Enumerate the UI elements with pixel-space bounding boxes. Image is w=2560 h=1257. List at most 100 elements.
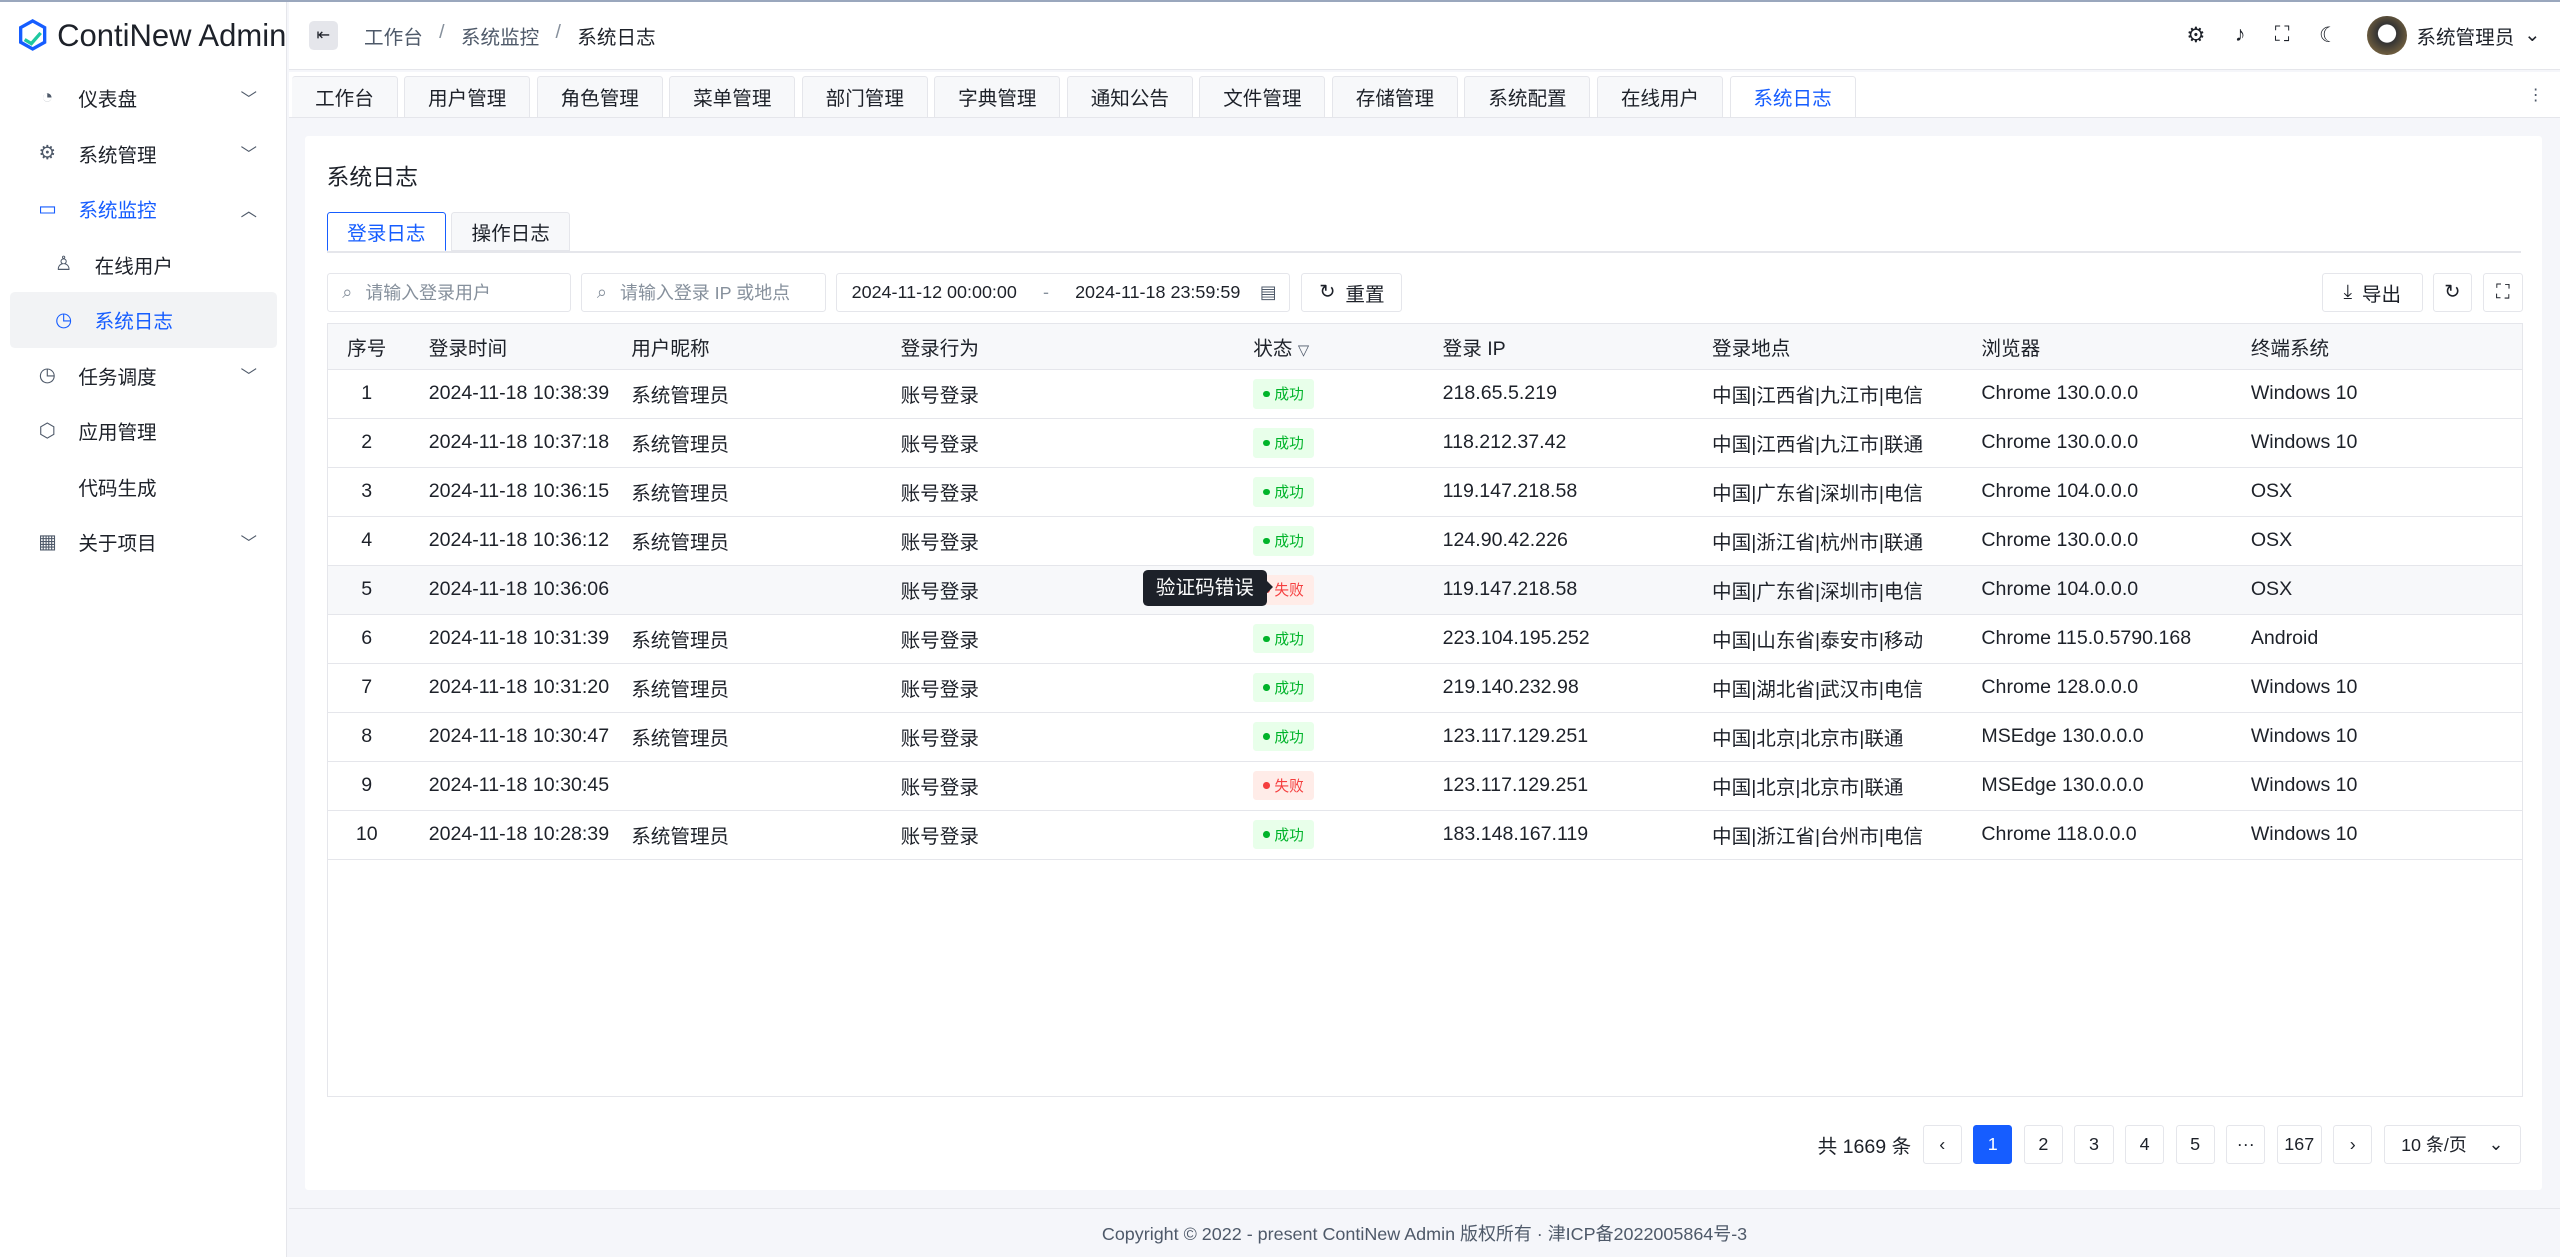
start-date[interactable]: 2024-11-12 00:00:00 [851, 281, 1017, 302]
table-cell: Chrome 130.0.0.0 [1981, 382, 2139, 405]
table-row[interactable]: 7 2024-11-18 10:31:20 系统管理员 账号登录 成功 219.140.2… [327, 664, 2522, 713]
table-row[interactable]: 2 2024-11-18 10:37:18 系统管理员 账号登录 成功 118.212.3… [327, 419, 2522, 468]
table-cell: 1 [361, 382, 373, 405]
page-button[interactable]: 167 [2276, 1124, 2322, 1165]
page-tab[interactable]: 角色管理 [536, 75, 663, 117]
collapse-menu-button[interactable]: ⇤ [308, 20, 338, 51]
table-row[interactable]: 5 2024-11-18 10:36:06 账号登录 失败 119.147.218.58… [327, 565, 2522, 615]
reset-button[interactable]: ↻ 重置 [1301, 272, 1403, 312]
breadcrumb-item[interactable]: 系统监控 [460, 26, 540, 49]
sidebar-item[interactable]: ◷ 任务调度 ﹀ [10, 348, 277, 404]
clock-icon: ◷ [38, 364, 56, 387]
table-cell: 中国|湖北省|武汉市|电信 [1712, 679, 1924, 702]
table-cell: Windows 10 [2250, 774, 2358, 797]
sidebar-item[interactable]: ♙ 在线用户 [10, 237, 277, 293]
table-cell: 中国|江西省|九江市|联通 [1712, 434, 1924, 457]
table-cell: OSX [2250, 480, 2293, 503]
page-tab[interactable]: 部门管理 [801, 75, 928, 117]
sidebar-item-label: 任务调度 [78, 366, 157, 389]
next-page-button[interactable]: › [2333, 1124, 2373, 1165]
chevron-down-icon: ⌄ [2488, 1133, 2504, 1154]
sidebar-item[interactable]: ◷ 系统日志 [9, 292, 277, 348]
page-tab[interactable]: 菜单管理 [669, 75, 796, 117]
logo[interactable]: ContiNew Admin [0, 2, 286, 71]
sidebar-item[interactable]: ◔ 仪表盘 ﹀ [10, 70, 277, 126]
status-text: 成功 [1274, 632, 1304, 649]
export-button[interactable]: ⤓ 导出 [2321, 272, 2423, 312]
table-cell: 7 [361, 676, 373, 699]
refresh-button[interactable]: ↻ [2432, 272, 2472, 312]
table-cell: 账号登录 [900, 581, 979, 604]
page-size-select[interactable]: 10 条/页 ⌄ [2383, 1124, 2521, 1165]
sidebar-item[interactable]: 代码生成 [10, 459, 277, 515]
table-row[interactable]: 8 2024-11-18 10:30:47 系统管理员 账号登录 成功 123.117.1… [327, 713, 2522, 762]
page-button[interactable]: 3 [2074, 1124, 2114, 1165]
table-row[interactable]: 4 2024-11-18 10:36:12 系统管理员 账号登录 成功 124.90.42… [327, 517, 2522, 566]
table-cell: 系统管理员 [631, 679, 730, 702]
table-cell: 9 [361, 774, 373, 797]
bell-icon[interactable]: ♪ [2234, 23, 2246, 47]
page-tab[interactable]: 系统日志 [1729, 75, 1856, 117]
breadcrumb-separator: / [555, 20, 561, 43]
tab-operation-log[interactable]: 操作日志 [450, 212, 571, 252]
page-button[interactable]: 2 [2023, 1124, 2063, 1165]
page-button[interactable]: 1 [1973, 1124, 2013, 1165]
cube-icon: ⬡ [38, 419, 56, 442]
column-label: 登录行为 [900, 338, 979, 361]
sidebar-item[interactable]: ⬡ 应用管理 [10, 403, 277, 459]
table-cell: 218.65.5.219 [1442, 382, 1557, 405]
fullscreen-icon[interactable]: ⛶ [2274, 23, 2290, 47]
sidebar-item[interactable]: ▦ 关于项目 ﹀ [10, 514, 277, 570]
table-row[interactable]: 3 2024-11-18 10:36:15 系统管理员 账号登录 成功 119.147.2… [327, 468, 2522, 517]
table-cell: 123.117.129.251 [1442, 725, 1589, 748]
table-cell: 中国|广东省|深圳市|电信 [1712, 581, 1924, 604]
ip-search-input[interactable]: ⌕ 请输入登录 IP 或地点 [581, 272, 827, 312]
breadcrumb-item[interactable]: 工作台 [364, 26, 423, 49]
table-cell: 账号登录 [900, 826, 979, 849]
page-tab[interactable]: 用户管理 [404, 75, 531, 117]
page-tab[interactable]: 字典管理 [934, 75, 1061, 117]
fullscreen-button[interactable]: ⛶ [2483, 272, 2523, 312]
table-cell: 系统管理员 [631, 385, 730, 408]
table-cell: 系统管理员 [631, 630, 730, 653]
export-label: 导出 [2361, 283, 2402, 306]
column-header: 登录地点 [1712, 332, 1981, 361]
page-tab[interactable]: 通知公告 [1066, 75, 1193, 117]
settings-icon[interactable]: ⚙ [2186, 23, 2206, 47]
page-tab[interactable]: 系统配置 [1464, 75, 1591, 117]
page-tab[interactable]: 存储管理 [1331, 75, 1458, 117]
column-header: 登录行为 [901, 332, 1228, 361]
table-row[interactable]: 9 2024-11-18 10:30:45 账号登录 失败 123.117.129.25… [327, 762, 2522, 811]
moon-icon[interactable]: ☾ [2319, 23, 2339, 47]
table-cell: Windows 10 [2250, 431, 2358, 454]
page-tab[interactable]: 工作台 [292, 75, 398, 117]
placeholder: 请输入登录用户 [365, 283, 491, 304]
monitor-icon: ▭ [38, 197, 57, 220]
date-range-picker[interactable]: 2024-11-12 00:00:00 - 2024-11-18 23:59:59 ▤ [835, 272, 1290, 312]
user-menu[interactable]: 系统管理员 ⌄ [2367, 15, 2540, 55]
table-cell: 成功 [1227, 722, 1443, 752]
page-tab[interactable]: 文件管理 [1199, 75, 1326, 117]
table-row[interactable]: 10 2024-11-18 10:28:39 系统管理员 账号登录 成功 183.148.… [327, 811, 2522, 860]
filter-icon[interactable]: ▽ [1297, 343, 1310, 360]
table-cell: 失败 [1227, 771, 1443, 801]
end-date[interactable]: 2024-11-18 23:59:59 [1075, 281, 1241, 302]
tab-login-log[interactable]: 登录日志 [326, 212, 447, 252]
user-search-input[interactable]: ⌕ 请输入登录用户 [326, 272, 572, 312]
more-icon[interactable]: ⋮ [2527, 85, 2544, 104]
table-row[interactable]: 6 2024-11-18 10:31:39 系统管理员 账号登录 成功 223.104.1… [327, 615, 2522, 664]
divider [326, 251, 2521, 254]
page-button[interactable]: ··· [2226, 1124, 2266, 1165]
page-button[interactable]: 5 [2175, 1124, 2215, 1165]
sidebar-item[interactable]: ⚙ 系统管理 ﹀ [10, 126, 277, 182]
table-cell: Android [2250, 627, 2319, 650]
refresh-icon: ↻ [2444, 281, 2461, 304]
page-button[interactable]: 4 [2124, 1124, 2165, 1165]
column-header: 序号 [328, 332, 406, 361]
table-row[interactable]: 1 2024-11-18 10:38:39 系统管理员 账号登录 成功 218.65.5.… [327, 370, 2522, 419]
sidebar-item[interactable]: ▭ 系统监控 ︿ [10, 181, 277, 237]
sidebar-item-label: 关于项目 [78, 533, 157, 556]
prev-page-button[interactable]: ‹ [1922, 1124, 1962, 1165]
page-tab[interactable]: 在线用户 [1596, 75, 1723, 117]
